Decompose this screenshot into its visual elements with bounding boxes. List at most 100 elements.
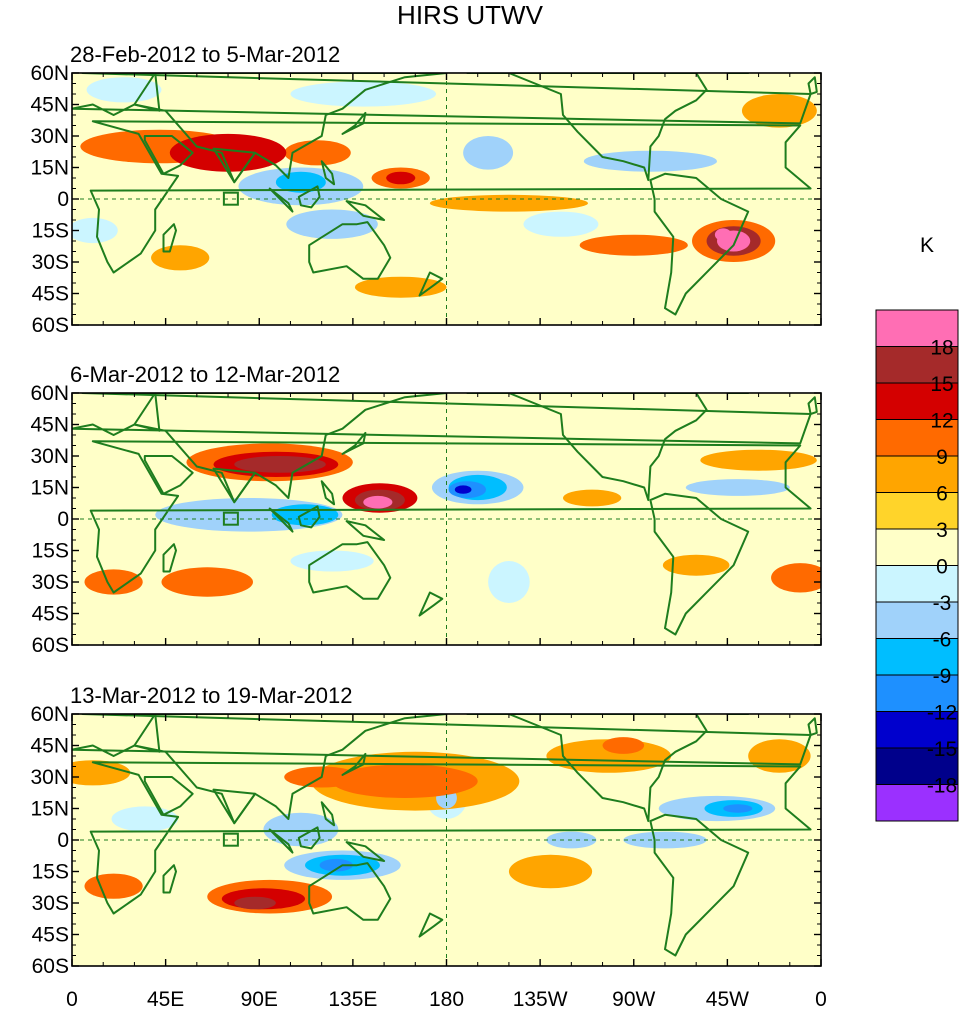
colorbar-swatch	[875, 674, 959, 712]
y-tick-label: 15S	[32, 861, 69, 884]
anomaly-region	[386, 171, 416, 185]
coastline-asia	[133, 714, 448, 825]
y-tick-label: 60N	[30, 382, 69, 405]
anomaly-region	[508, 854, 593, 889]
anomaly-region	[234, 896, 276, 910]
coastline-africa	[89, 440, 812, 594]
panel-2: 6-Mar-2012 to 12-Mar-2012 60N 45N 30N 15N 0 1…	[30, 362, 822, 657]
anomaly-region	[234, 456, 326, 473]
colorbar-label: 12	[930, 410, 953, 433]
anomaly-region	[748, 739, 811, 773]
colorbar-label: 3	[936, 519, 948, 542]
coastline-samerica	[649, 813, 750, 957]
x-tick-label: 45E	[147, 988, 184, 1011]
y-tick-label: 60N	[30, 62, 69, 85]
coastline-island	[222, 511, 239, 526]
anomaly-region	[579, 234, 688, 256]
y-tick-label: 45N	[30, 735, 69, 758]
coastline-nz	[418, 271, 444, 297]
anomaly-region	[284, 140, 351, 166]
panel-2-title: 6-Mar-2012 to 12-Mar-2012	[70, 362, 340, 387]
coastline-uk	[807, 76, 818, 95]
coastline-india	[212, 467, 257, 504]
anomaly-region	[319, 858, 353, 872]
y-tick-label: 60S	[32, 314, 69, 337]
colorbar-swatch	[875, 455, 959, 493]
y-tick-label: 15N	[30, 477, 69, 500]
anomaly-region	[86, 77, 162, 103]
coastline-australia	[308, 862, 392, 921]
coastline-samerica	[649, 492, 750, 636]
colorbar-label: 15	[930, 373, 953, 396]
coastline-newguinea	[345, 520, 386, 541]
x-tick-label: 135W	[513, 988, 568, 1011]
y-tick-label: 15N	[30, 157, 69, 180]
anomaly-region	[169, 133, 287, 172]
coastline-namerica	[466, 73, 708, 182]
y-tick-label: 0	[57, 829, 69, 852]
anomaly-region	[332, 764, 478, 798]
coastline-india	[212, 788, 257, 825]
anomaly-region	[700, 449, 817, 471]
colorbar-label: 9	[936, 446, 948, 469]
anomaly-region	[286, 209, 378, 239]
colorbar-swatch	[875, 419, 959, 457]
coastline-africa	[89, 120, 812, 274]
colorbar-label: -18	[927, 775, 957, 798]
anomaly-region	[602, 737, 645, 754]
anomaly-region	[488, 561, 530, 603]
panel-3-title: 13-Mar-2012 to 19-Mar-2012	[70, 683, 352, 708]
anomaly-region	[161, 567, 254, 597]
anomaly-region	[290, 550, 374, 572]
coastline-nz	[418, 591, 444, 617]
colorbar-swatch	[875, 492, 959, 530]
y-tick-label: 0	[57, 508, 69, 531]
colorbar-swatch	[875, 309, 959, 347]
anomaly-region	[263, 812, 339, 847]
colorbar: K 18 15 12 9 6 3 0 -3 -6 -9 -12 -15 -18	[875, 234, 959, 822]
coastline-island	[222, 191, 239, 206]
coastline-arabia	[143, 135, 194, 175]
colorbar-label: -3	[933, 592, 952, 615]
coastline-japan	[341, 431, 367, 455]
panel-1-title: 28-Feb-2012 to 5-Mar-2012	[70, 42, 340, 67]
coastline-arabia	[143, 455, 194, 495]
y-tick-label: 45S	[32, 283, 69, 306]
anomaly-region	[714, 228, 732, 241]
anomaly-region	[463, 136, 514, 170]
coastline-asia	[133, 393, 448, 504]
coastline-australia	[308, 541, 392, 600]
colorbar-swatch	[875, 346, 959, 384]
panel-1: 28-Feb-2012 to 5-Mar-2012 60N 45N 30N 15N 0 1…	[30, 42, 822, 337]
anomaly-region	[84, 873, 143, 899]
map-field-2	[72, 393, 821, 645]
coastline-borneo	[297, 826, 321, 850]
x-axis-labels: 0 45E 90E 135E 180 135W 90W 45W 0	[66, 988, 827, 1011]
y-tick-label: 30S	[32, 571, 69, 594]
coastline-namerica	[466, 393, 708, 502]
panel-3: 13-Mar-2012 to 19-Mar-2012 60N 45N 30N 15N 0…	[30, 683, 822, 978]
coastline-nz	[418, 912, 444, 938]
colorbar-swatch	[875, 601, 959, 639]
coastline-arabia	[143, 776, 194, 816]
y-tick-label: 15S	[32, 540, 69, 563]
anomaly-region	[723, 804, 753, 813]
coastline-sumatra	[268, 187, 294, 213]
anomaly-region	[271, 504, 339, 526]
anomaly-region	[454, 485, 472, 494]
colorbar-label: -15	[927, 738, 957, 761]
x-tick-label: 180	[429, 988, 464, 1011]
y-tick-label: 60S	[32, 634, 69, 657]
colorbar-label: -12	[927, 702, 957, 725]
coastline-newguinea	[345, 841, 386, 862]
coastline-africa	[89, 761, 812, 915]
coastline-sumatra	[268, 507, 294, 533]
anomaly-region	[84, 569, 143, 595]
anomaly-region	[72, 760, 131, 786]
anomaly-region	[685, 479, 790, 496]
y-tick-label: 30N	[30, 766, 69, 789]
anomaly-region	[741, 94, 817, 128]
colorbar-label: -6	[933, 629, 952, 652]
anomaly-region	[662, 554, 730, 576]
